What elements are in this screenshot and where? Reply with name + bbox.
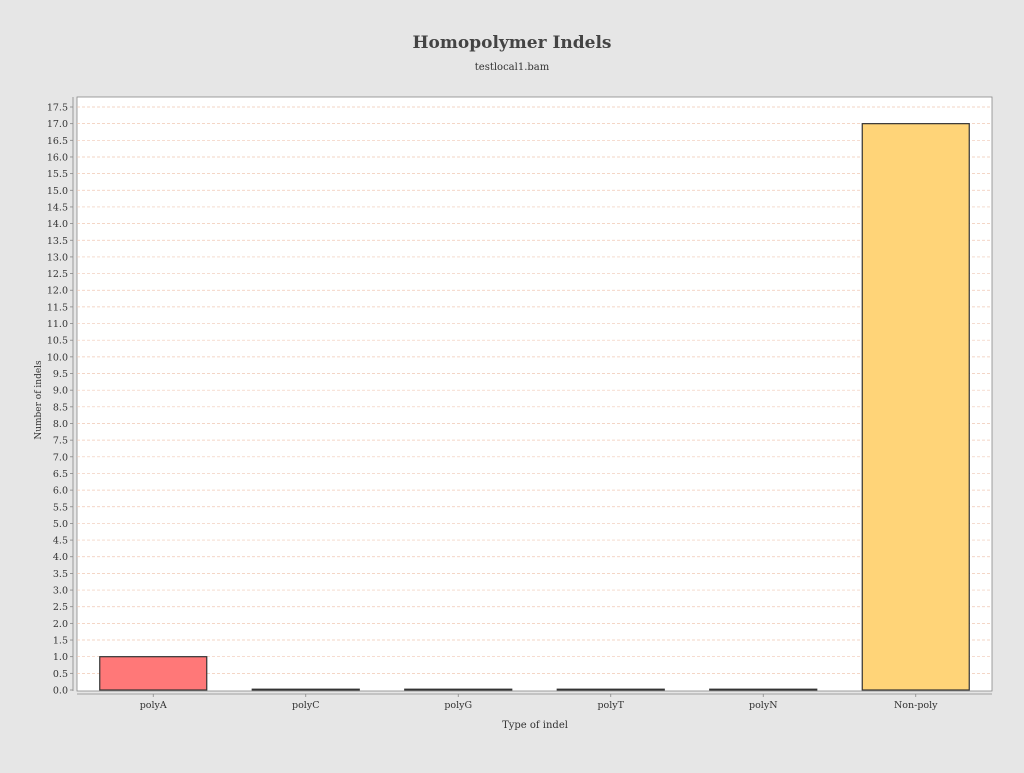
y-tick-label: 7.0 <box>53 452 68 463</box>
chart-subtitle: testlocal1.bam <box>475 62 550 73</box>
bars <box>99 123 970 691</box>
bar-polyt <box>556 688 665 691</box>
y-tick-label: 17.0 <box>47 119 68 130</box>
y-tick-label: 1.0 <box>53 652 68 663</box>
bar-polyn <box>709 688 818 691</box>
bar-polyg <box>404 688 513 691</box>
y-tick-label: 7.5 <box>53 436 68 447</box>
y-tick-label: 8.5 <box>53 402 68 413</box>
y-tick-label: 3.0 <box>53 586 68 597</box>
gridlines <box>77 106 992 674</box>
y-tick-label: 4.0 <box>53 552 68 563</box>
x-tick-label: polyG <box>444 700 472 711</box>
y-tick-label: 13.5 <box>47 236 68 247</box>
y-tick-label: 15.5 <box>47 169 68 180</box>
y-tick-label: 10.5 <box>47 336 68 347</box>
y-tick-label: 17.5 <box>47 103 68 114</box>
y-tick-label: 5.0 <box>53 519 68 530</box>
x-axis: polyA polyC polyG polyT polyN Non-poly <box>77 693 992 711</box>
x-tick-label: polyN <box>749 700 778 711</box>
y-tick-label: 0.0 <box>53 686 68 697</box>
y-tick-label: 1.5 <box>53 636 68 647</box>
y-tick-label: 2.0 <box>53 619 68 630</box>
x-tick-label: polyT <box>597 700 624 711</box>
y-tick-label: 2.5 <box>53 602 68 613</box>
x-tick-label: Non-poly <box>894 700 938 711</box>
plot-area <box>76 96 993 692</box>
x-axis-label: Type of indel <box>502 720 568 731</box>
bar-polya <box>99 656 208 691</box>
y-tick-label: 12.0 <box>47 286 68 297</box>
bar-polyc <box>251 688 360 691</box>
y-tick-label: 14.0 <box>47 219 68 230</box>
y-tick-label: 0.5 <box>53 669 68 680</box>
y-axis-label: Number of indels <box>34 360 44 440</box>
chart-title: Homopolymer Indels <box>412 33 611 53</box>
y-tick-label: 11.0 <box>47 319 68 330</box>
y-tick-label: 6.5 <box>53 469 68 480</box>
y-tick-label: 9.5 <box>53 369 68 380</box>
y-tick-label: 10.0 <box>47 352 68 363</box>
y-tick-label: 11.5 <box>47 302 68 313</box>
y-tick-label: 4.5 <box>53 536 68 547</box>
y-tick-label: 16.0 <box>47 152 68 163</box>
y-tick-label: 3.5 <box>53 569 68 580</box>
y-tick-label: 13.0 <box>47 252 68 263</box>
y-axis: 0.0 0.5 1.0 1.5 2.0 2.5 3.0 3.5 4.0 4.5 5.0 5.5 6.0 6… <box>47 97 74 697</box>
y-tick-label: 14.5 <box>47 202 68 213</box>
x-tick-label: polyA <box>140 700 167 711</box>
y-tick-label: 6.0 <box>53 486 68 497</box>
y-tick-label: 15.0 <box>47 186 68 197</box>
y-tick-label: 9.0 <box>53 386 68 397</box>
y-tick-label: 8.0 <box>53 419 68 430</box>
bar-non-poly <box>861 123 970 691</box>
y-tick-label: 5.5 <box>53 502 68 513</box>
x-tick-label: polyC <box>292 700 319 711</box>
y-tick-label: 12.5 <box>47 269 68 280</box>
y-tick-label: 16.5 <box>47 136 68 147</box>
